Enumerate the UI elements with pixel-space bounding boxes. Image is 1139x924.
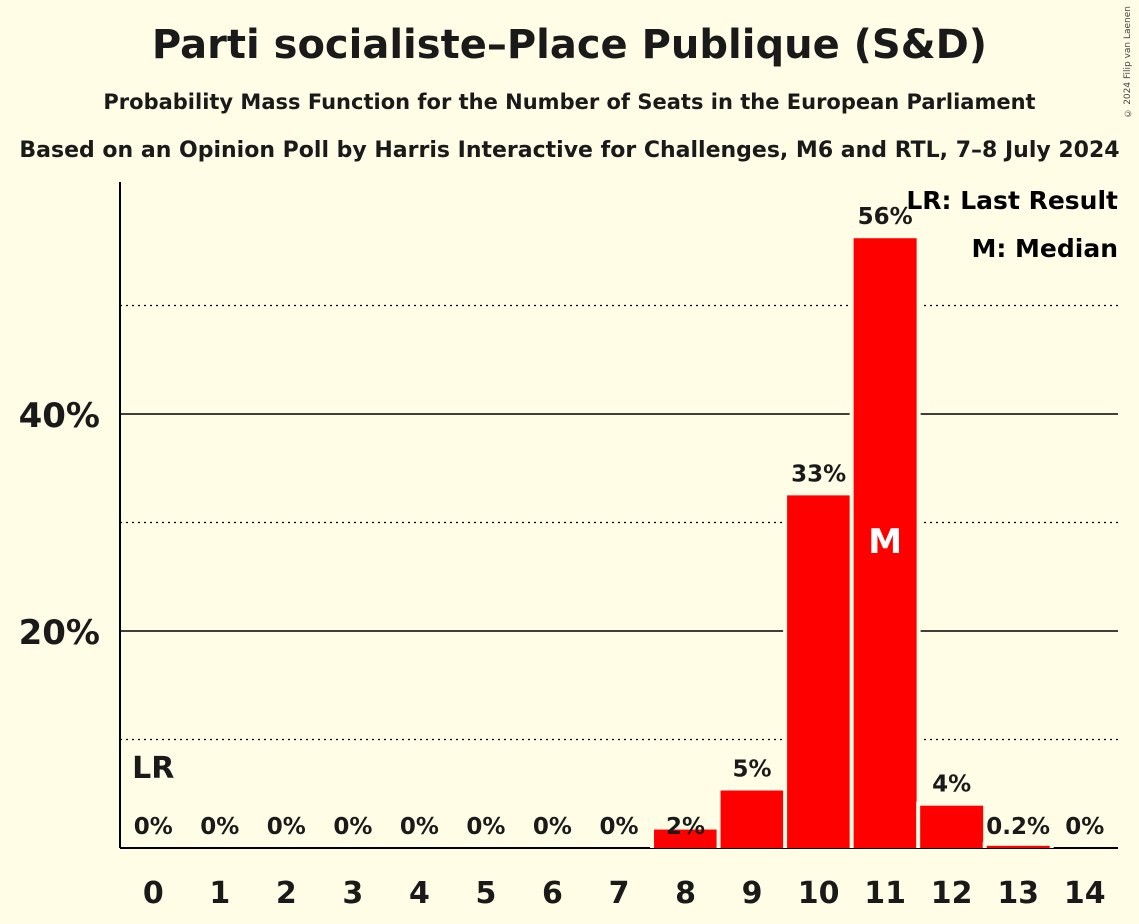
data-label: 0% xyxy=(533,814,572,840)
x-tick-label: 10 xyxy=(798,876,840,911)
data-label: 33% xyxy=(791,461,846,487)
y-tick-label: 20% xyxy=(19,613,100,653)
data-label: 56% xyxy=(858,204,913,230)
x-tick-label: 11 xyxy=(864,876,906,911)
bar-seat-8 xyxy=(654,829,718,848)
bars xyxy=(650,234,1054,849)
x-tick-label: 13 xyxy=(997,876,1039,911)
data-label: 5% xyxy=(733,756,772,782)
x-tick-label: 6 xyxy=(542,876,563,911)
chart-title: Parti socialiste–Place Publique (S&D) xyxy=(151,22,988,68)
data-label: 2% xyxy=(666,814,705,840)
x-tick-label: 8 xyxy=(675,876,696,911)
data-label: 0.2% xyxy=(986,814,1050,840)
bar-seat-11 xyxy=(853,238,917,849)
x-tick-label: 1 xyxy=(209,876,230,911)
labels: 20%40%0%00%10%20%30%40%50%60%72%85%933%1… xyxy=(19,204,1106,911)
y-tick-label: 40% xyxy=(19,396,100,436)
data-label: 0% xyxy=(1065,814,1104,840)
x-tick-label: 3 xyxy=(342,876,363,911)
x-tick-label: 9 xyxy=(742,876,763,911)
data-label: 0% xyxy=(200,814,239,840)
median-marker: M xyxy=(868,522,902,562)
data-label: 0% xyxy=(400,814,439,840)
data-label: 4% xyxy=(932,772,971,798)
gridlines xyxy=(119,182,1118,849)
data-label: 0% xyxy=(466,814,505,840)
bar-seat-10 xyxy=(787,495,851,848)
x-tick-label: 5 xyxy=(475,876,496,911)
data-label: 0% xyxy=(267,814,306,840)
data-label: 0% xyxy=(333,814,372,840)
x-tick-label: 12 xyxy=(931,876,973,911)
chart-source: Based on an Opinion Poll by Harris Inter… xyxy=(19,138,1120,163)
data-label: 0% xyxy=(134,814,173,840)
legend-last-result: LR: Last Result xyxy=(906,186,1118,215)
legend-median: M: Median xyxy=(971,234,1118,263)
x-tick-label: 14 xyxy=(1064,876,1106,911)
x-tick-label: 4 xyxy=(409,876,430,911)
x-tick-label: 2 xyxy=(276,876,297,911)
legend: LR: Last Result M: Median xyxy=(906,186,1118,263)
last-result-marker: LR xyxy=(132,751,174,786)
bar-seat-9 xyxy=(720,790,784,848)
data-label: 0% xyxy=(599,814,638,840)
bar-halo xyxy=(982,841,1054,848)
x-tick-label: 0 xyxy=(143,876,164,911)
bar-seat-12 xyxy=(920,805,984,848)
x-tick-label: 7 xyxy=(609,876,630,911)
bar-seat-13 xyxy=(986,845,1050,848)
chart-subtitle: Probability Mass Function for the Number… xyxy=(103,90,1036,114)
